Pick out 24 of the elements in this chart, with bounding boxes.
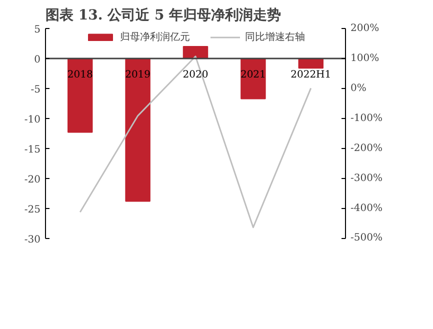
chart-title: 图表 13. 公司近 5 年归母净利润走势 bbox=[46, 6, 282, 24]
legend-label: 归母净利润亿元 bbox=[120, 30, 190, 44]
x-tick-label: 2020 bbox=[182, 70, 208, 80]
y2-tick-label: -200% bbox=[350, 143, 382, 154]
y2-tick-label: 200% bbox=[350, 23, 380, 34]
y2-tick-label: -500% bbox=[350, 232, 382, 244]
y2-tick-label: 0% bbox=[350, 83, 366, 94]
y2-tick-label: -400% bbox=[350, 203, 382, 214]
y-tick-label: -15 bbox=[24, 144, 41, 156]
y-tick-label: -20 bbox=[24, 174, 41, 186]
y-tick-label: -25 bbox=[24, 204, 41, 216]
y2-tick-label: 100% bbox=[350, 53, 380, 64]
legend-label: 同比增速右轴 bbox=[245, 30, 305, 44]
x-tick-label: 2019 bbox=[125, 70, 151, 80]
y2-tick-label: -100% bbox=[350, 113, 382, 124]
y-tick-label: -30 bbox=[24, 234, 41, 246]
x-tick-label: 2018 bbox=[67, 70, 93, 80]
x-tick-label: 2022H1 bbox=[290, 70, 332, 80]
x-tick-label: 2021 bbox=[240, 70, 266, 80]
y-tick-label: 5 bbox=[34, 24, 41, 36]
y-tick-label: -5 bbox=[30, 84, 41, 96]
y-tick-label: 0 bbox=[34, 54, 41, 66]
y2-tick-label: -300% bbox=[350, 173, 382, 184]
y-tick-label: -10 bbox=[24, 114, 41, 126]
